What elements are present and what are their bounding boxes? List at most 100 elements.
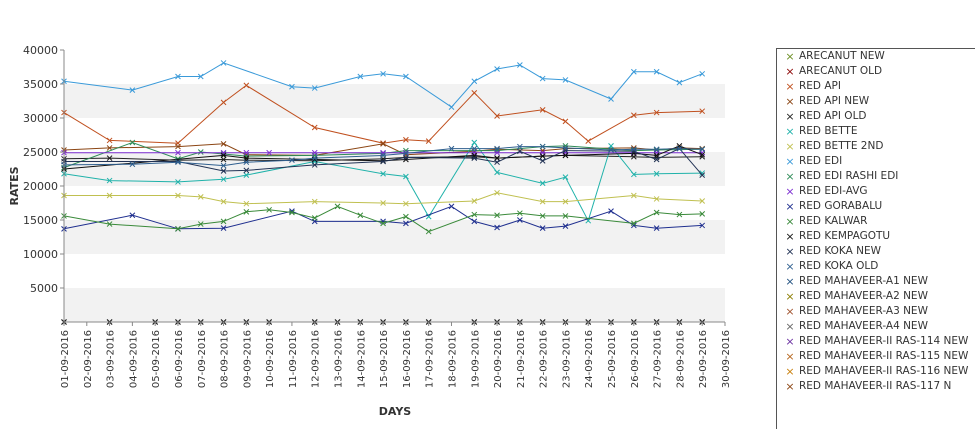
legend-label: RED BETTE 2ND bbox=[799, 140, 884, 152]
legend-label: RED MAHAVEER-II RAS-115 NEW bbox=[799, 350, 969, 362]
legend-label: RED MAHAVEER-II RAS-116 NEW bbox=[799, 365, 969, 377]
data-point bbox=[630, 220, 637, 227]
data-point bbox=[243, 149, 250, 156]
x-tick-label: 22-09-2016 bbox=[539, 330, 550, 388]
series-line bbox=[63, 145, 703, 170]
legend-marker-icon: × bbox=[785, 110, 795, 123]
legend-label: ARECANUT OLD bbox=[799, 65, 883, 77]
data-point bbox=[699, 170, 706, 176]
data-point bbox=[380, 200, 386, 206]
legend-item: × RED MAHAVEER-II RAS-115 NEW bbox=[777, 350, 975, 363]
data-point bbox=[106, 145, 113, 151]
data-point bbox=[562, 213, 569, 219]
data-point bbox=[653, 152, 660, 159]
data-point bbox=[539, 180, 546, 187]
series-red-bette-2nd bbox=[61, 189, 706, 207]
data-point bbox=[106, 177, 113, 184]
chart-legend: × ARECANUT NEW × ARECANUT OLD × RED API × RED A… bbox=[776, 48, 975, 429]
legend-item: × RED API OLD bbox=[777, 110, 975, 123]
data-point bbox=[653, 196, 660, 202]
data-point bbox=[494, 189, 500, 196]
legend-item: × ARECANUT OLD bbox=[777, 65, 975, 78]
data-point bbox=[220, 152, 227, 159]
y-tick-label: 20000 bbox=[23, 180, 58, 193]
series-red-edi bbox=[61, 60, 706, 110]
data-point bbox=[471, 78, 478, 85]
x-tick-label: 16-09-2016 bbox=[402, 330, 413, 388]
data-point bbox=[653, 146, 660, 153]
legend-marker-icon: × bbox=[785, 275, 795, 288]
line-chart: 500010000150002000025000300003500040000 … bbox=[8, 44, 732, 418]
data-point bbox=[517, 148, 523, 155]
legend-marker-icon: × bbox=[785, 80, 795, 93]
legend-label: RED KOKA OLD bbox=[799, 260, 879, 272]
data-point bbox=[175, 225, 181, 232]
legend-label: RED API NEW bbox=[799, 95, 870, 107]
x-tick-label: 06-09-2016 bbox=[174, 330, 185, 388]
data-point bbox=[403, 213, 409, 220]
legend-label: RED BETTE bbox=[799, 125, 858, 137]
data-point bbox=[653, 68, 660, 75]
x-tick-label: 25-09-2016 bbox=[607, 330, 618, 388]
data-point bbox=[699, 151, 706, 158]
data-point bbox=[494, 224, 500, 231]
data-point bbox=[676, 211, 683, 218]
data-point bbox=[334, 203, 341, 210]
y-tick-label: 30000 bbox=[23, 112, 58, 125]
data-point bbox=[699, 211, 706, 217]
legend-label: RED API bbox=[799, 80, 841, 92]
data-point bbox=[471, 155, 478, 161]
data-point bbox=[380, 158, 386, 165]
legend-item: × RED EDI RASHI EDI bbox=[777, 170, 975, 183]
legend-label: RED EDI-AVG bbox=[799, 185, 868, 197]
data-point bbox=[699, 198, 706, 204]
x-tick-label: 21-09-2016 bbox=[516, 330, 527, 388]
data-point bbox=[494, 159, 500, 166]
data-point bbox=[653, 209, 660, 216]
data-point bbox=[585, 138, 592, 144]
data-point bbox=[608, 96, 614, 102]
legend-marker-icon: × bbox=[785, 155, 795, 168]
data-point bbox=[220, 218, 227, 225]
data-point bbox=[243, 159, 250, 166]
y-tick-label: 35000 bbox=[23, 78, 58, 91]
x-tick-label: 11-09-2016 bbox=[288, 330, 299, 388]
data-point bbox=[630, 171, 637, 178]
legend-item: × RED MAHAVEER-A3 NEW bbox=[777, 305, 975, 318]
data-point bbox=[311, 149, 318, 156]
data-point bbox=[357, 73, 364, 80]
legend-item: × RED BETTE 2ND bbox=[777, 140, 975, 153]
x-axis-title: DAYS bbox=[379, 405, 412, 418]
legend-item: × RED MAHAVEER-A2 NEW bbox=[777, 290, 975, 303]
data-point bbox=[220, 168, 227, 174]
y-tick-label: 15000 bbox=[23, 214, 58, 227]
data-point bbox=[699, 70, 706, 77]
data-point bbox=[562, 174, 569, 181]
legend-item: × RED KOKA NEW bbox=[777, 245, 975, 258]
legend-item: × RED KEMPAGOTU bbox=[777, 230, 975, 243]
legend-label: RED MAHAVEER-II RAS-114 NEW bbox=[799, 335, 969, 347]
data-point bbox=[676, 145, 683, 152]
data-point bbox=[630, 68, 637, 75]
data-point bbox=[517, 210, 523, 217]
data-point bbox=[129, 139, 136, 146]
data-point bbox=[494, 149, 500, 156]
x-tick-label: 19-09-2016 bbox=[470, 330, 481, 388]
data-point bbox=[471, 198, 478, 204]
x-tick-label: 13-09-2016 bbox=[334, 330, 345, 388]
data-point bbox=[220, 140, 227, 147]
data-point bbox=[357, 212, 364, 219]
data-point bbox=[289, 209, 295, 216]
series-line bbox=[63, 146, 703, 167]
data-point bbox=[494, 155, 500, 161]
legend-marker-icon: × bbox=[785, 245, 795, 258]
legend-marker-icon: × bbox=[785, 65, 795, 78]
data-point bbox=[699, 146, 706, 153]
data-point bbox=[220, 99, 227, 106]
data-point bbox=[494, 169, 500, 176]
data-point bbox=[403, 200, 409, 207]
x-tick-label: 03-09-2016 bbox=[106, 330, 117, 388]
data-point bbox=[175, 73, 181, 80]
x-tick-label: 12-09-2016 bbox=[311, 330, 322, 388]
data-point bbox=[471, 145, 478, 152]
